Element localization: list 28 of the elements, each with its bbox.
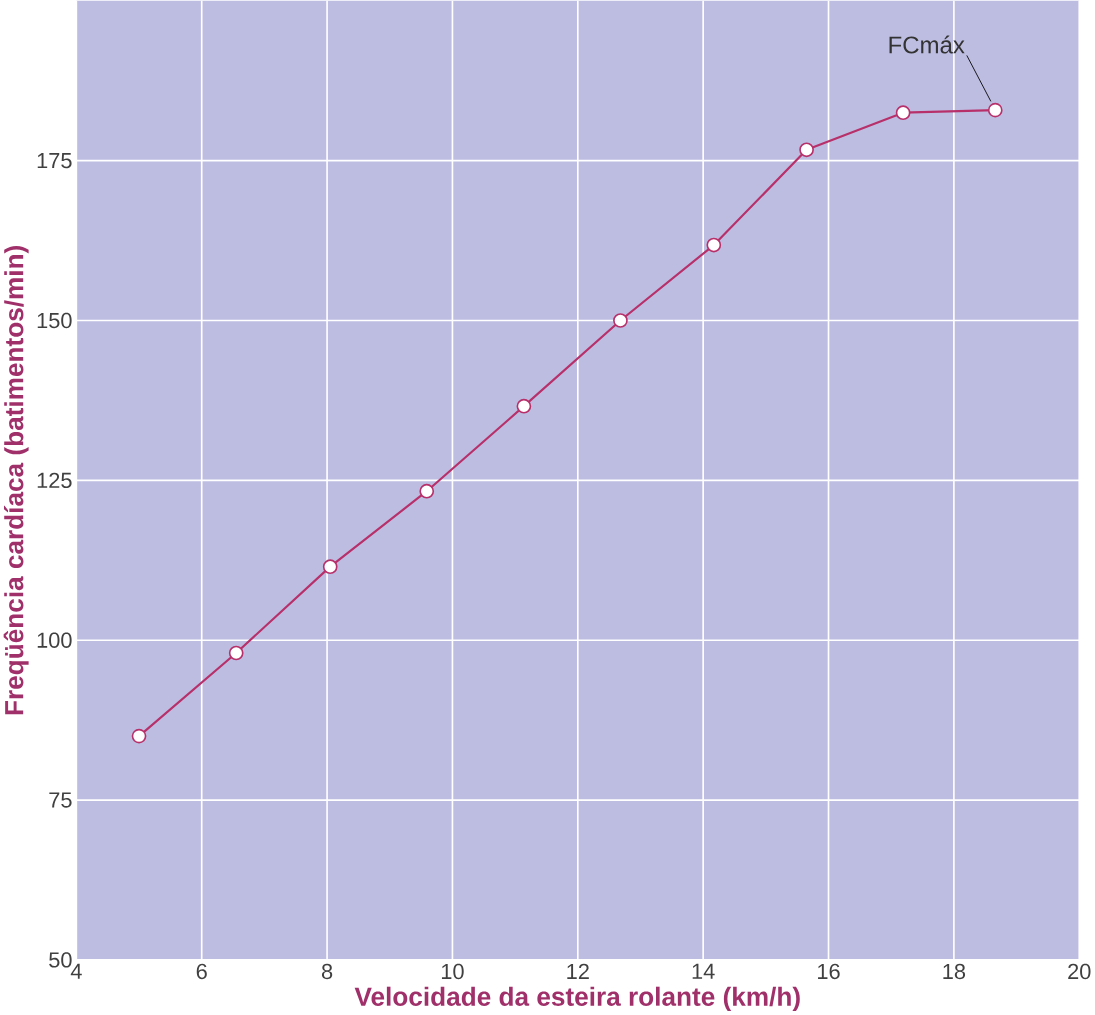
point bbox=[706, 237, 722, 253]
point bbox=[228, 645, 244, 661]
x-tick-label: 18 bbox=[943, 963, 966, 980]
annotation: FCmáx bbox=[889, 35, 965, 54]
y-axis-title: Freqüência cardíaca (batimentos/min) bbox=[3, 246, 29, 715]
x-axis-title: Velocidade da esteira rolante (km/h) bbox=[354, 986, 800, 1012]
x-tick-label: 8 bbox=[321, 963, 333, 980]
y-tick-label: 100 bbox=[37, 632, 72, 649]
y-tick-label: 125 bbox=[37, 472, 72, 489]
point bbox=[131, 728, 147, 744]
point bbox=[987, 102, 1003, 118]
point bbox=[322, 559, 338, 575]
y-tick-label: 150 bbox=[37, 312, 72, 329]
x-tick-label: 4 bbox=[70, 963, 82, 979]
y-tick-label: 175 bbox=[37, 153, 72, 169]
x-tick-label: 12 bbox=[567, 963, 589, 980]
point bbox=[516, 398, 532, 414]
point bbox=[613, 313, 628, 328]
x-tick-label: 6 bbox=[196, 963, 207, 980]
x-tick-label: 20 bbox=[1068, 963, 1091, 980]
y-tick-label: 50 bbox=[49, 952, 72, 968]
x-tick-label: 14 bbox=[692, 963, 715, 979]
x-tick-label: 16 bbox=[818, 963, 840, 980]
point bbox=[799, 142, 814, 158]
x-tick-label: 10 bbox=[441, 963, 464, 980]
y-tick-label: 75 bbox=[49, 792, 72, 808]
point bbox=[895, 105, 911, 121]
point bbox=[419, 483, 435, 499]
